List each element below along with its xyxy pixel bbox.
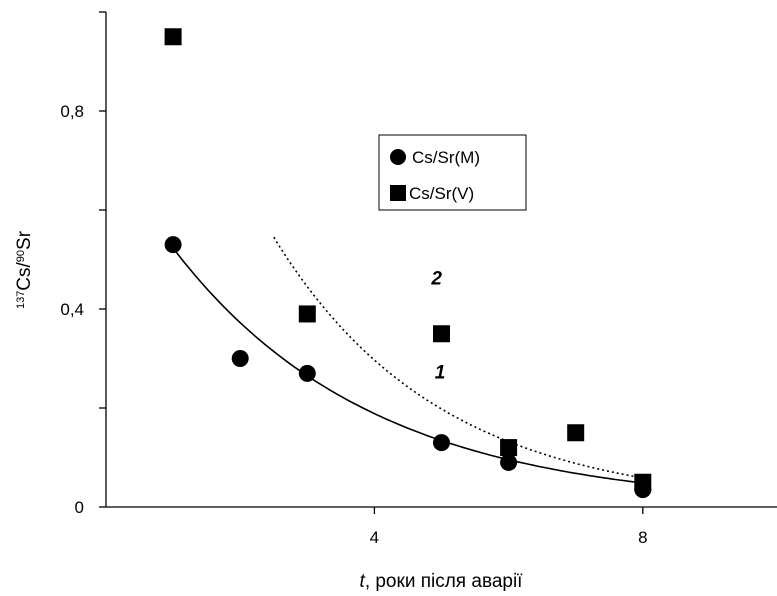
y-axis-title-sup1: 137 bbox=[15, 291, 27, 309]
y-axis-title-cs: Cs/ bbox=[14, 261, 35, 290]
y-tick-label: 0,8 bbox=[60, 102, 84, 121]
y-axis: 0 0,4 0,8 bbox=[60, 12, 106, 517]
point-cs-sr-m bbox=[500, 454, 517, 471]
x-axis-title: t, роки після аварії bbox=[360, 571, 524, 592]
y-tick-label: 0,4 bbox=[60, 300, 84, 319]
curve-label-2: 2 bbox=[430, 268, 442, 289]
point-cs-sr-m bbox=[232, 350, 249, 367]
y-tick-label: 0 bbox=[75, 498, 84, 517]
x-axis-title-text: , роки після аварії bbox=[365, 571, 523, 592]
point-cs-sr-v bbox=[634, 474, 651, 491]
curve-label-1: 1 bbox=[435, 362, 446, 383]
y-axis-title-sup2: 90 bbox=[15, 250, 27, 262]
legend: Cs/Sr(M) Cs/Sr(V) bbox=[379, 135, 526, 210]
point-cs-sr-m bbox=[165, 236, 182, 253]
y-axis-title-sr: Sr bbox=[14, 230, 35, 250]
legend-label-cs-sr-m: Cs/Sr(M) bbox=[412, 148, 480, 167]
point-cs-sr-v bbox=[165, 28, 182, 45]
point-cs-sr-m bbox=[299, 365, 316, 382]
x-tick-label: 4 bbox=[370, 528, 379, 547]
point-cs-sr-v bbox=[299, 305, 316, 322]
point-cs-sr-v bbox=[500, 439, 517, 456]
legend-label-cs-sr-v: Cs/Sr(V) bbox=[409, 184, 474, 203]
point-cs-sr-v bbox=[567, 424, 584, 441]
legend-marker-square bbox=[390, 185, 406, 201]
fit-curve-2 bbox=[274, 237, 643, 478]
x-tick-label: 8 bbox=[638, 528, 647, 547]
y-axis-title: 137Cs/90Sr bbox=[14, 230, 35, 309]
point-cs-sr-m bbox=[433, 434, 450, 451]
point-cs-sr-v bbox=[433, 325, 450, 342]
legend-marker-circle bbox=[390, 149, 406, 165]
